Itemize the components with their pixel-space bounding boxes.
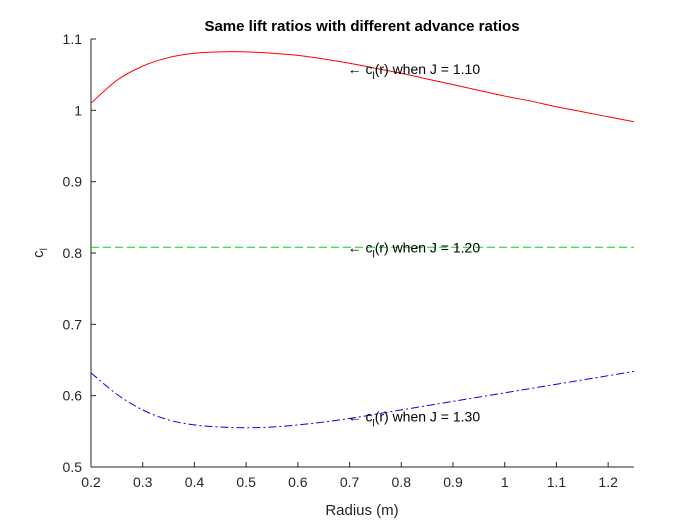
series-annotation-3: ← cl(r) when J = 1.30 — [348, 408, 481, 429]
x-tick-label: 0.9 — [443, 474, 463, 490]
y-ticks: 0.5 0.6 0.7 0.8 0.9 1 1.1 — [63, 31, 96, 475]
y-tick-label: 0.8 — [63, 245, 83, 261]
x-ticks: 0.2 0.3 0.4 0.5 0.6 0.7 0.8 0.9 1 1.1 1.2 — [81, 462, 618, 490]
x-tick-label: 0.7 — [340, 474, 360, 490]
annotation-layer: ← cl(r) when J = 1.10 ← cl(r) when J = 1.… — [348, 61, 481, 429]
y-tick-label: 0.9 — [63, 174, 83, 190]
y-axis-label-main: c — [30, 250, 47, 258]
x-tick-label: 1 — [501, 474, 509, 490]
y-axis-label: cl — [30, 248, 50, 258]
y-tick-label: 0.5 — [63, 459, 83, 475]
x-axis-label: Radius (m) — [325, 502, 398, 519]
series-annotation-2: ← cl(r) when J = 1.20 — [348, 239, 481, 260]
series-line-1 — [90, 51, 635, 123]
x-tick-label: 1.2 — [598, 474, 618, 490]
y-tick-label: 1.1 — [63, 31, 83, 47]
x-tick-label: 0.5 — [236, 474, 256, 490]
x-tick-label: 1.1 — [547, 474, 567, 490]
chart-title: Same lift ratios with different advance … — [204, 18, 519, 35]
y-axis-label-sub: l — [39, 248, 50, 250]
x-tick-label: 0.2 — [81, 474, 101, 490]
y-tick-label: 1 — [74, 102, 82, 118]
y-tick-label: 0.7 — [63, 316, 83, 332]
series-annotation-1: ← cl(r) when J = 1.10 — [348, 61, 481, 82]
x-tick-label: 0.8 — [392, 474, 412, 490]
x-tick-label: 0.6 — [288, 474, 308, 490]
series-line-3 — [90, 370, 635, 429]
plot-area: 0.2 0.3 0.4 0.5 0.6 0.7 0.8 0.9 1 1.1 1.2 0.50.60.… — [63, 31, 635, 490]
series-layer — [90, 51, 635, 429]
svg-text:cl: cl — [30, 248, 50, 258]
x-tick-label: 0.4 — [185, 474, 205, 490]
y-tick-label: 0.6 — [63, 388, 83, 404]
x-tick-label: 0.3 — [133, 474, 153, 490]
